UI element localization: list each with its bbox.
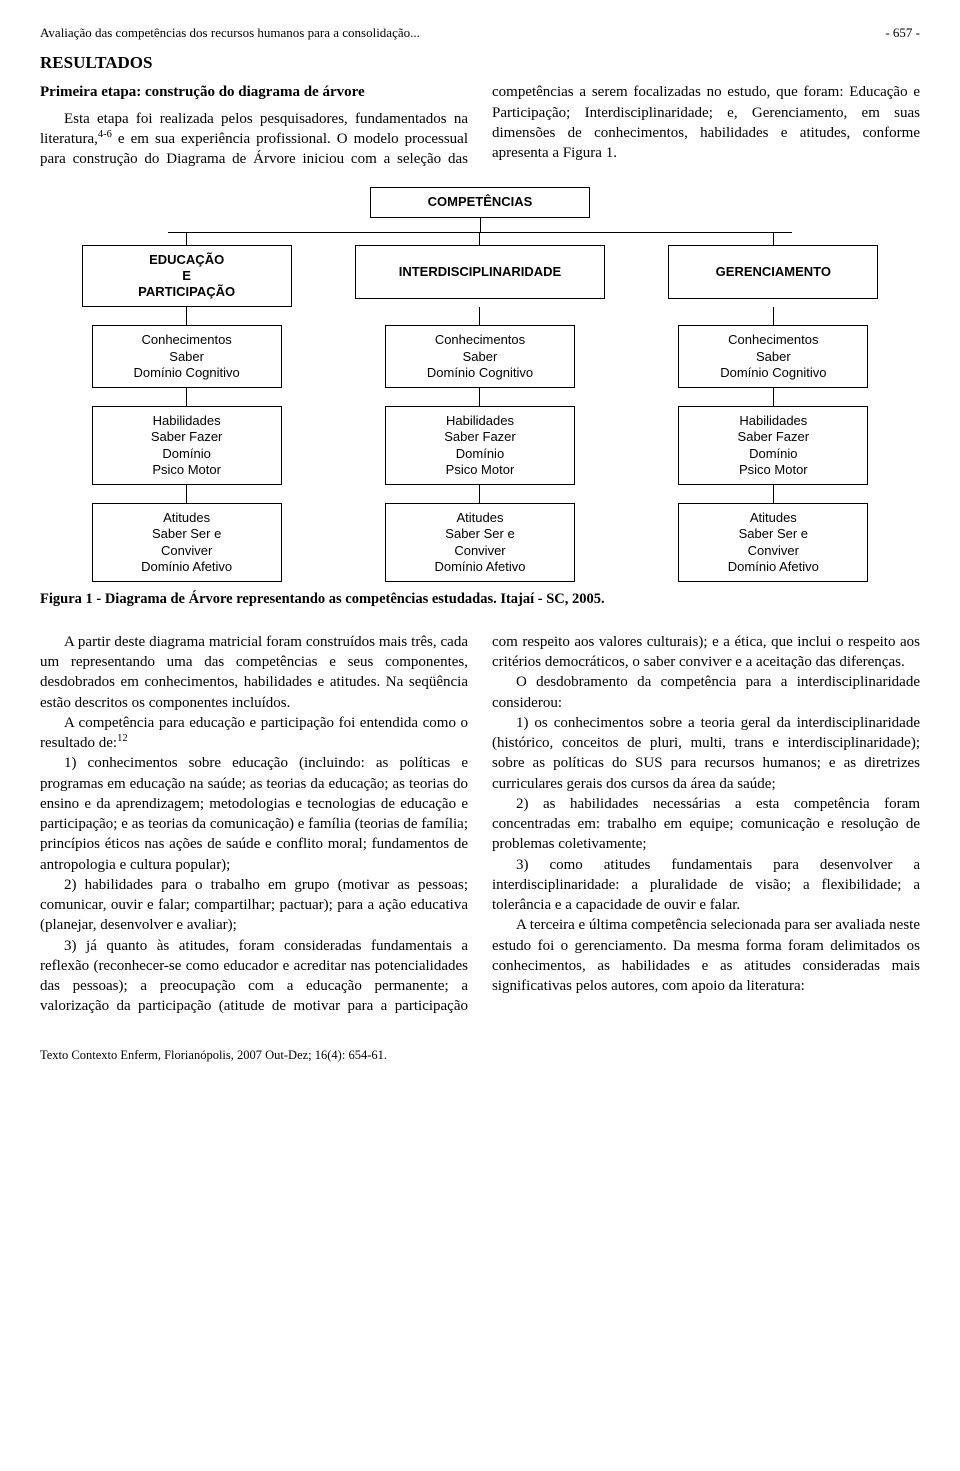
diagram-l2-box-3: GERENCIAMENTO bbox=[668, 245, 878, 299]
diagram-l3-habilidades-2: Habilidades Saber Fazer Domínio Psico Mo… bbox=[385, 406, 575, 485]
body-p2-text: A competência para educação e participaç… bbox=[40, 715, 468, 751]
diagram-root-box: COMPETÊNCIAS bbox=[370, 187, 590, 217]
citation-sup: 4-6 bbox=[98, 129, 112, 140]
running-title: Avaliação das competências dos recursos … bbox=[40, 24, 420, 42]
diagram-l3-atitudes-2: Atitudes Saber Ser e Conviver Domínio Af… bbox=[385, 503, 575, 582]
diagram-l3-habilidades-3: Habilidades Saber Fazer Domínio Psico Mo… bbox=[678, 406, 868, 485]
section-title: RESULTADOS bbox=[40, 52, 920, 75]
intro-columns: Primeira etapa: construção do diagrama d… bbox=[40, 82, 920, 169]
body-p9: 3) como atitudes fundamentais para desen… bbox=[492, 855, 920, 916]
diagram-l3-conhecimentos-2: Conhecimentos Saber Domínio Cognitivo bbox=[385, 325, 575, 388]
diagram-l3-conhecimentos-3: Conhecimentos Saber Domínio Cognitivo bbox=[678, 325, 868, 388]
footer-citation: Texto Contexto Enferm, Florianópolis, 20… bbox=[40, 1047, 920, 1064]
diagram-l3-conhecimentos-1: Conhecimentos Saber Domínio Cognitivo bbox=[92, 325, 282, 388]
running-header: Avaliação das competências dos recursos … bbox=[40, 24, 920, 42]
diagram-l2-box-1: EDUCAÇÃO E PARTICIPAÇÃO bbox=[82, 245, 292, 308]
diagram-l3-habilidades-1: Habilidades Saber Fazer Domínio Psico Mo… bbox=[92, 406, 282, 485]
figure-caption: Figura 1 - Diagrama de Árvore representa… bbox=[40, 590, 920, 610]
body-p8: 2) as habilidades necessárias a esta com… bbox=[492, 794, 920, 855]
body-columns: A partir deste diagrama matricial foram … bbox=[40, 632, 920, 1017]
diagram-level2-row: EDUCAÇÃO E PARTICIPAÇÃO INTERDISCIPLINAR… bbox=[40, 233, 920, 308]
body-p6: O desdobramento da competência para a in… bbox=[492, 672, 920, 713]
body-p10: A terceira e última competência selecion… bbox=[492, 915, 920, 996]
body-p7: 1) os conhecimentos sobre a teoria geral… bbox=[492, 713, 920, 794]
body-p2: A competência para educação e participaç… bbox=[40, 713, 468, 754]
diagram-level3-row3: Atitudes Saber Ser e Conviver Domínio Af… bbox=[40, 485, 920, 582]
diagram-level3-row2: Habilidades Saber Fazer Domínio Psico Mo… bbox=[40, 388, 920, 485]
body-p1: A partir deste diagrama matricial foram … bbox=[40, 632, 468, 713]
diagram-l2-box-2: INTERDISCIPLINARIDADE bbox=[355, 245, 605, 299]
diagram-level3-row1: Conhecimentos Saber Domínio Cognitivo Co… bbox=[40, 307, 920, 388]
body-p4: 2) habilidades para o trabalho em grupo … bbox=[40, 875, 468, 936]
diagram-l3-atitudes-3: Atitudes Saber Ser e Conviver Domínio Af… bbox=[678, 503, 868, 582]
diagram-l3-atitudes-1: Atitudes Saber Ser e Conviver Domínio Af… bbox=[92, 503, 282, 582]
citation-sup-2: 12 bbox=[117, 733, 128, 744]
page-number: - 657 - bbox=[885, 24, 920, 42]
subsection-title: Primeira etapa: construção do diagrama d… bbox=[40, 82, 468, 102]
tree-diagram: COMPETÊNCIAS EDUCAÇÃO E PARTICIPAÇÃO INT… bbox=[40, 187, 920, 582]
body-p3: 1) conhecimentos sobre educação (incluin… bbox=[40, 753, 468, 875]
